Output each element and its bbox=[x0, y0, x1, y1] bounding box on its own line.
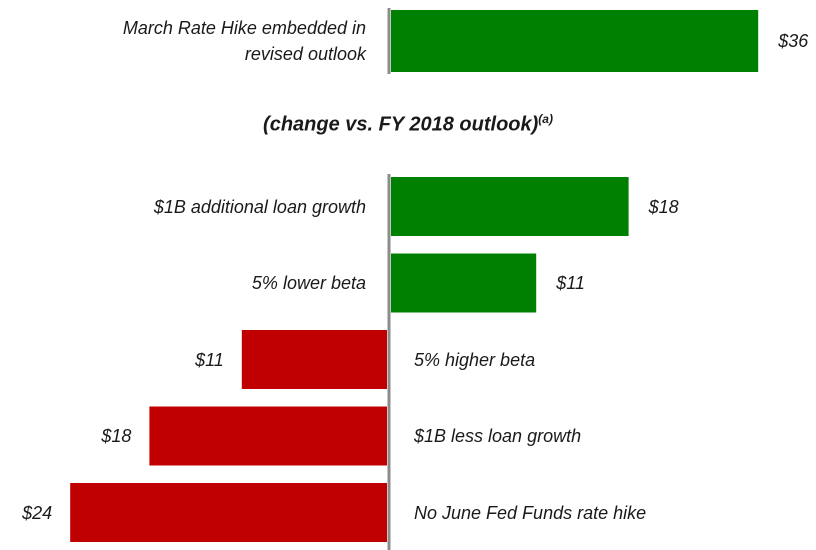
bar bbox=[391, 10, 759, 72]
bar bbox=[391, 253, 537, 313]
subtitle-note: (a) bbox=[538, 112, 553, 126]
value-label: $18 bbox=[648, 196, 679, 217]
value-label: $24 bbox=[22, 502, 53, 523]
category-label: 5% higher beta bbox=[414, 349, 536, 370]
value-label: $11 bbox=[195, 349, 224, 370]
bar bbox=[70, 483, 387, 542]
bar bbox=[391, 177, 629, 236]
value-label: $11 bbox=[556, 273, 585, 293]
category-label: 5% lower beta bbox=[251, 273, 366, 293]
category-label: $1B additional loan growth bbox=[153, 196, 366, 217]
value-label: $36 bbox=[778, 31, 809, 51]
subtitle-text: (change vs. FY 2018 outlook) bbox=[263, 113, 539, 136]
bar bbox=[149, 406, 387, 466]
value-label: $18 bbox=[101, 426, 132, 446]
subtitle: (change vs. FY 2018 outlook)(a) bbox=[0, 112, 816, 137]
category-label: No June Fed Funds rate hike bbox=[414, 502, 647, 523]
category-label: $1B less loan growth bbox=[414, 426, 582, 446]
category-label: March Rate Hike embedded in revised outl… bbox=[122, 18, 366, 64]
bar bbox=[241, 330, 387, 389]
